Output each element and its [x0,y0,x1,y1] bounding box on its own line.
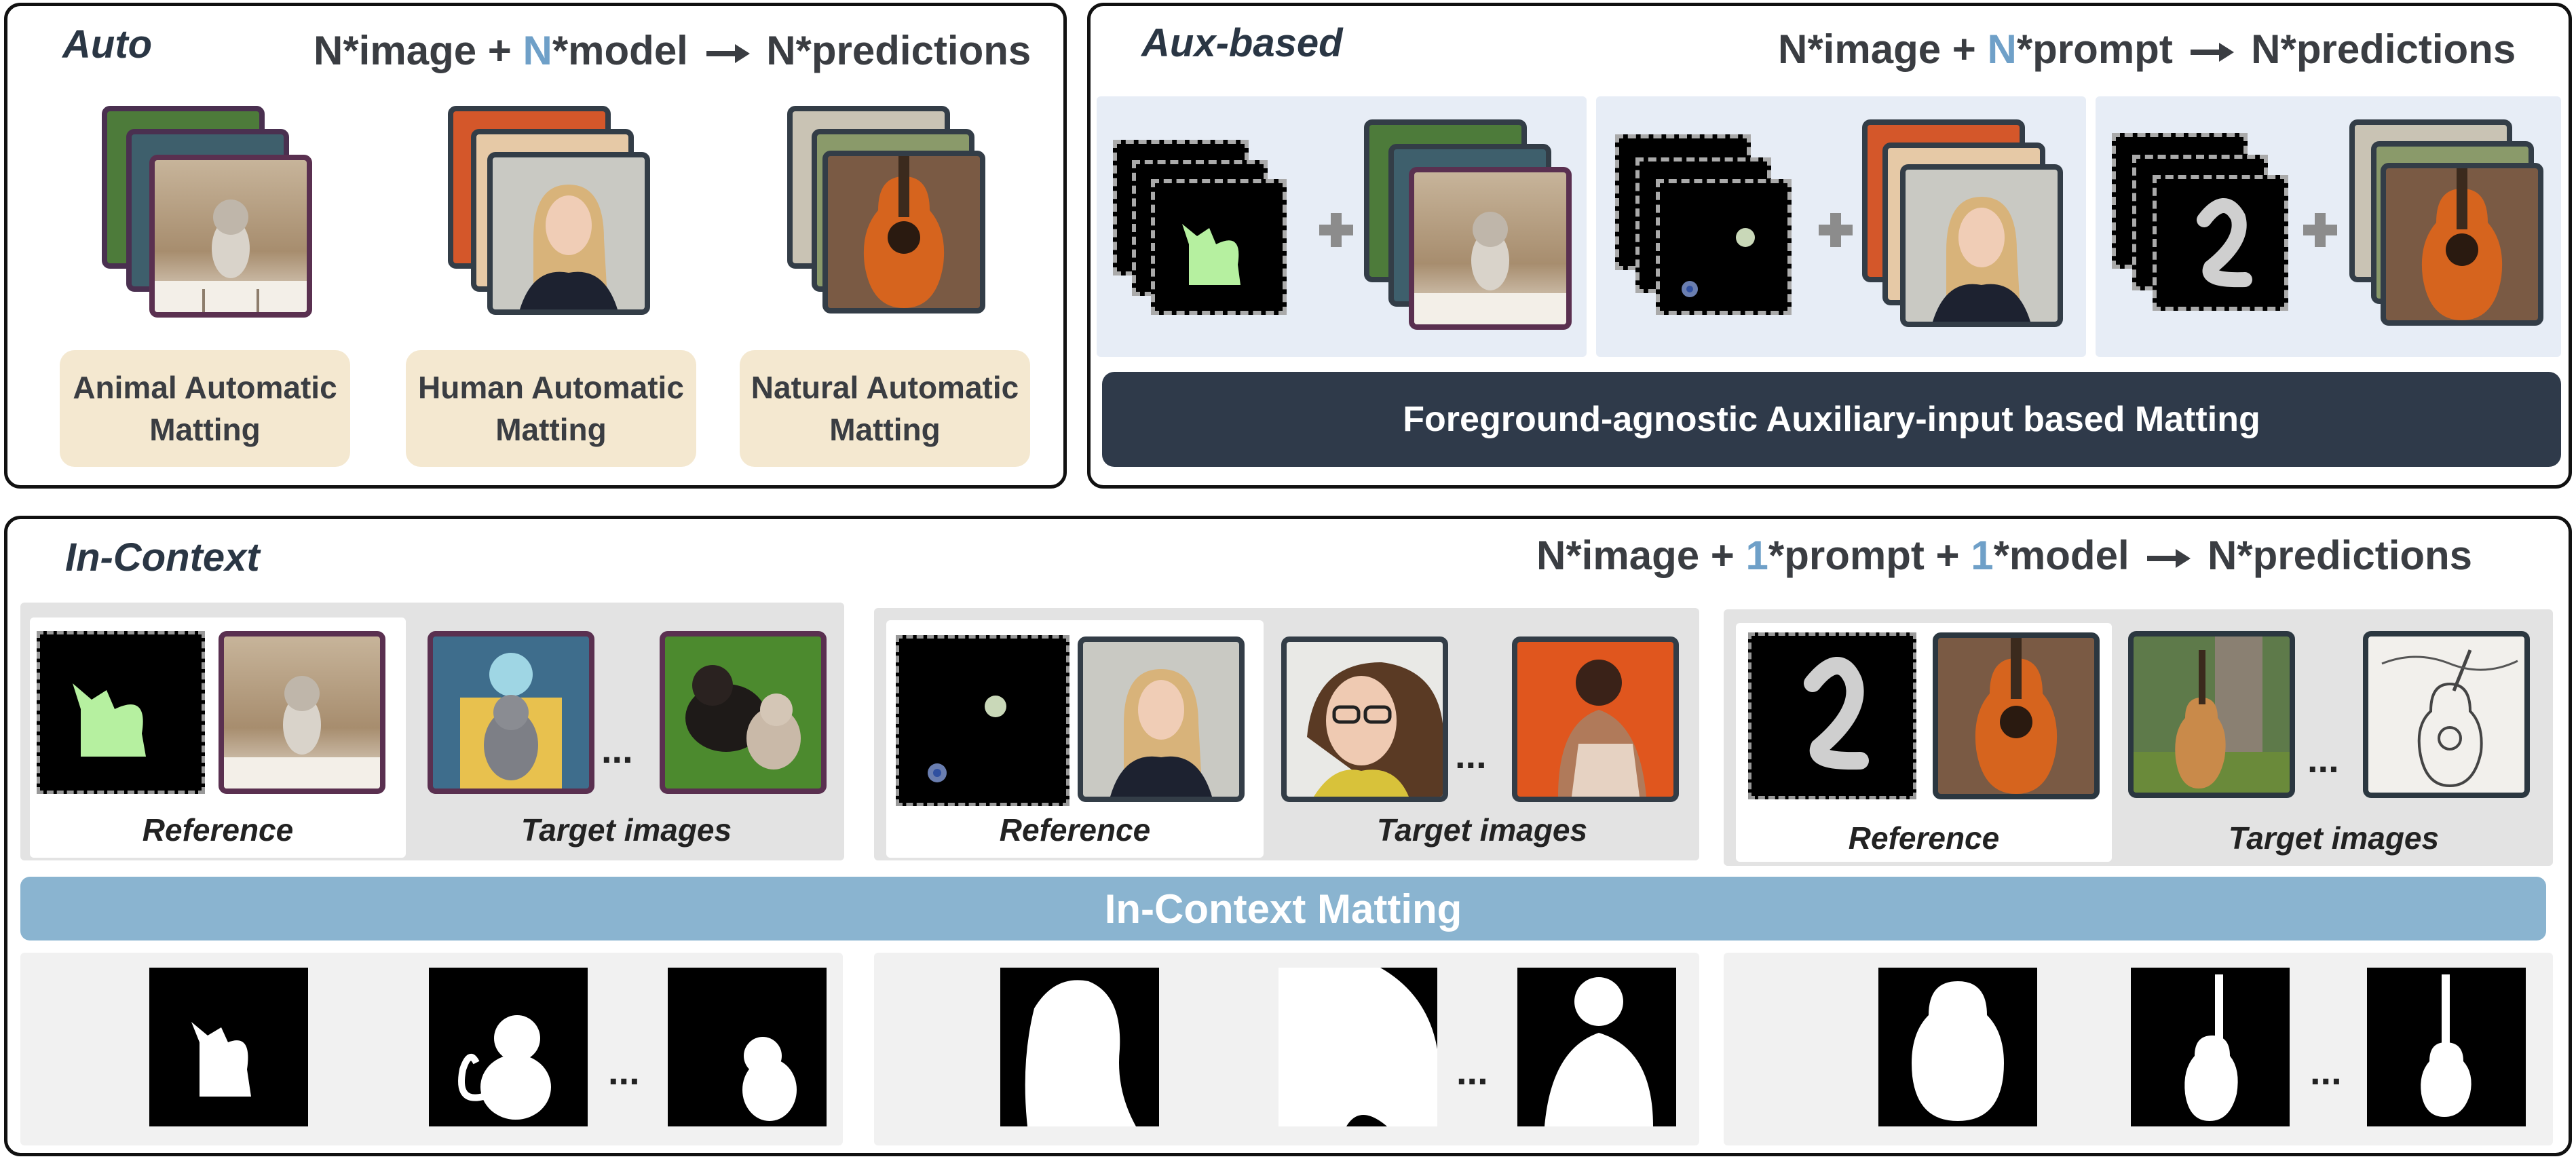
woman-back-figure [1558,660,1646,797]
target-image-cat-1 [428,631,594,794]
ellipsis: ... [1455,734,1487,776]
prediction-alpha-cat-1 [429,968,588,1126]
ellipsis: ... [601,728,633,771]
arrow-icon [706,44,750,64]
cat-mask-shape [1182,224,1240,285]
stroke-prompt [1804,657,1869,770]
stroke-prompt [2197,198,2252,288]
aux-banner: Foreground-agnostic Auxiliary-input base… [1102,372,2561,467]
reference-caption: Reference [142,812,294,848]
reference-mask-points [896,635,1069,806]
target-caption: Target images [1376,812,1588,848]
target-image-woman-1 [1281,636,1448,802]
ellipsis: ... [1456,1050,1488,1092]
reference-mask-stroke [1748,632,1916,799]
woman-figure [520,185,618,309]
human-matting-label: Human Automatic Matting [406,350,696,467]
arrow-icon [2147,549,2191,569]
prediction-alpha-woman-1 [1278,968,1437,1126]
guitar-figure [2421,168,2503,320]
prediction-alpha-guitar-1 [2131,968,2290,1126]
target-image-guitar-1 [2128,631,2295,798]
point-prompts [928,696,1006,782]
incontext-tag: In-Context [65,535,260,580]
plus-icon [1819,213,1853,247]
guitar-tree-figure [2134,636,2290,793]
cat-figure [224,676,380,788]
cat-fishbowl-figure [460,653,562,788]
prediction-alpha-guitar-2 [2367,968,2526,1126]
prediction-alpha-cat-reference [149,968,308,1126]
auto-formula: N*image + N*model N*predictions [314,28,1031,73]
target-image-guitar-2 [2363,631,2530,798]
aux-mask-cat [1151,179,1287,315]
guitar-figure [828,156,980,308]
guitar-image [822,151,985,314]
incontext-formula: N*image + 1*prompt + 1*model N*predictio… [1536,533,2473,578]
dog-cat-figure [685,665,801,770]
plus-icon [1319,213,1353,247]
ellipsis: ... [2307,738,2339,780]
aux-human-image [1900,164,2063,327]
animal-image [149,155,312,318]
prediction-alpha-woman-2 [1517,968,1676,1126]
target-image-woman-2 [1512,636,1679,802]
reference-caption: Reference [999,812,1151,848]
reference-image-woman [1078,636,1245,802]
prediction-alpha-cat-2 [668,968,827,1126]
ellipsis: ... [2310,1050,2342,1092]
woman-glasses-figure [1307,662,1443,797]
incontext-banner: In-Context Matting [20,877,2546,940]
prediction-alpha-woman-reference [1000,968,1159,1126]
auto-tag: Auto [62,22,153,66]
prediction-alpha-guitar-reference [1878,968,2037,1126]
point-prompts [1682,228,1755,297]
guitar-figure [1975,638,2058,794]
cat-figure [1414,212,1566,324]
target-caption: Target images [520,812,732,848]
reference-mask-cat [37,631,205,794]
aux-guitar-image [2381,163,2543,326]
cat-figure [155,200,307,312]
ellipsis: ... [608,1050,640,1092]
natural-matting-label: Natural Automatic Matting [740,350,1030,467]
aux-mask-points [1656,179,1792,315]
human-image [487,152,650,315]
plus-icon [2303,213,2337,247]
guitar-sketch-figure [2381,649,2518,788]
reference-caption: Reference [1848,820,2000,856]
reference-image-cat [219,631,385,794]
aux-mask-stroke [2153,175,2288,311]
aux-animal-image [1409,167,1572,330]
woman-figure [1110,669,1212,797]
arrow-icon [2191,43,2235,62]
aux-tag: Aux-based [1141,21,1343,65]
reference-image-guitar [1933,632,2100,799]
cat-mask-shape [73,683,146,757]
woman-figure [1933,197,2030,322]
aux-formula: N*image + N*prompt N*predictions [1778,26,2516,72]
animal-matting-label: Animal Automatic Matting [60,350,350,467]
target-image-cat-2 [660,631,827,794]
target-caption: Target images [2228,820,2440,856]
